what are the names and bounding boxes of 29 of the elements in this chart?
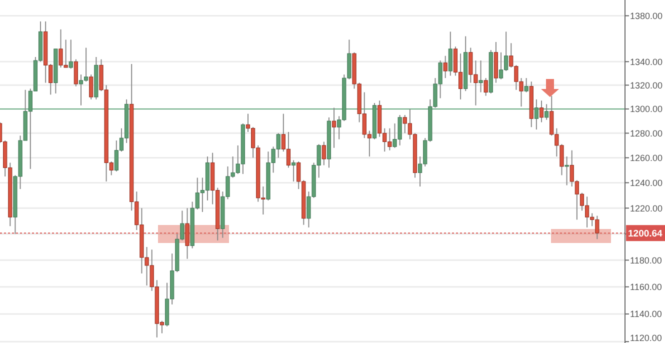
candlestick bbox=[534, 98, 538, 130]
candlestick bbox=[539, 100, 544, 123]
y-tick-label: 1280.00 bbox=[630, 128, 663, 138]
y-tick-label: 1180.00 bbox=[630, 255, 662, 266]
candlestick bbox=[524, 78, 528, 93]
candlestick bbox=[291, 160, 296, 182]
candlestick bbox=[89, 74, 94, 100]
candlestick bbox=[322, 141, 326, 166]
candlestick bbox=[448, 31, 452, 76]
candlestick bbox=[332, 107, 336, 148]
candlestick bbox=[478, 60, 483, 93]
y-tick-label: 1240.00 bbox=[630, 178, 663, 188]
y-tick-label: 1300.00 bbox=[630, 104, 663, 114]
ref-line-label: 1200.64 bbox=[628, 228, 664, 240]
y-tick-label: 1380.00 bbox=[630, 10, 663, 21]
y-tick-label: 1220.00 bbox=[630, 203, 663, 214]
candlestick bbox=[74, 58, 78, 87]
candlestick bbox=[544, 104, 549, 120]
y-tick-label: 1160.00 bbox=[630, 282, 662, 292]
y-tick-label: 1340.00 bbox=[630, 56, 663, 67]
candlestick bbox=[443, 55, 448, 79]
candlestick bbox=[68, 39, 73, 70]
y-tick-label: 1320.00 bbox=[630, 80, 663, 90]
y-tick-label: 1120.00 bbox=[630, 333, 662, 343]
candlestick bbox=[484, 78, 488, 96]
y-tick-label: 1140.00 bbox=[630, 309, 662, 320]
candlestick bbox=[564, 156, 569, 186]
y-tick-label: 1260.00 bbox=[630, 152, 663, 163]
candlestick bbox=[185, 208, 190, 260]
